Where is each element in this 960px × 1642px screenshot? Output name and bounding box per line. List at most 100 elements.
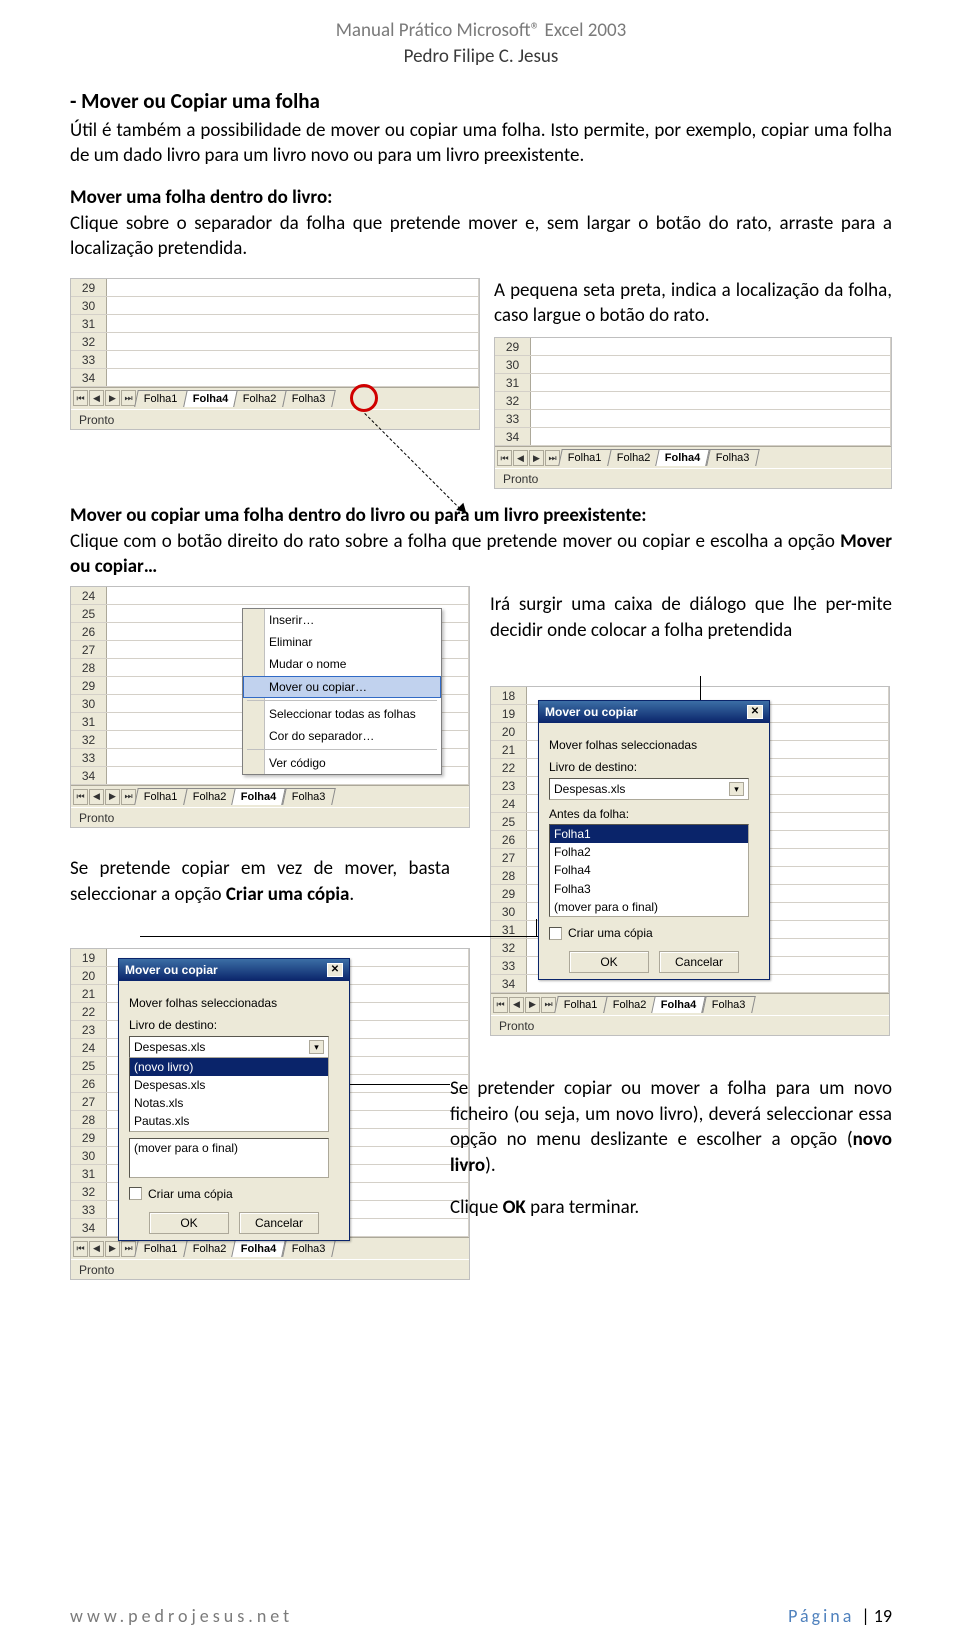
cancel-button[interactable]: Cancelar (239, 1212, 319, 1234)
row-header[interactable]: 20 (71, 967, 107, 984)
menu-item[interactable]: Mudar o nome (243, 653, 441, 675)
cell[interactable] (531, 374, 891, 391)
row-header[interactable]: 23 (491, 777, 527, 794)
cell[interactable] (531, 392, 891, 409)
sheet-nav-prev-icon[interactable]: ◀ (509, 997, 524, 1013)
sheet-tab[interactable]: Folha2 (233, 390, 286, 407)
menu-item[interactable]: Inserir… (243, 609, 441, 631)
sheet-tab[interactable]: Folha1 (134, 390, 187, 407)
sheet-nav-first-icon[interactable]: ⏮ (73, 789, 88, 805)
cancel-button[interactable]: Cancelar (659, 951, 739, 973)
dest-dropdown-list[interactable]: (novo livro)Despesas.xlsNotas.xlsPautas.… (129, 1058, 329, 1132)
row-header[interactable]: 31 (71, 1165, 107, 1182)
sheet-nav-next-icon[interactable]: ▶ (525, 997, 540, 1013)
row-header[interactable]: 30 (491, 903, 527, 920)
cell[interactable] (107, 315, 479, 332)
row-header[interactable]: 27 (71, 1093, 107, 1110)
row-header[interactable]: 25 (71, 1057, 107, 1074)
sheet-list[interactable]: (mover para o final) (129, 1138, 329, 1178)
row-header[interactable]: 30 (71, 695, 107, 712)
row-header[interactable]: 32 (495, 392, 531, 409)
create-copy-checkbox[interactable] (549, 927, 562, 940)
menu-item[interactable]: Cor do separador… (243, 725, 441, 747)
sheet-nav-next-icon[interactable]: ▶ (105, 789, 120, 805)
row-header[interactable]: 24 (71, 587, 107, 604)
row-header[interactable]: 30 (71, 1147, 107, 1164)
chevron-down-icon[interactable]: ▾ (309, 1040, 324, 1054)
sheet-tab[interactable]: Folha4 (183, 390, 238, 407)
sheet-tab[interactable]: Folha2 (603, 996, 656, 1013)
row-header[interactable]: 19 (71, 949, 107, 966)
row-header[interactable]: 32 (71, 333, 107, 350)
menu-item[interactable]: Seleccionar todas as folhas (243, 703, 441, 725)
sheet-tab[interactable]: Folha4 (651, 996, 706, 1013)
row-header[interactable]: 34 (71, 369, 107, 386)
sheet-nav-prev-icon[interactable]: ◀ (89, 789, 104, 805)
cell[interactable] (107, 369, 479, 386)
dropdown-option[interactable]: (novo livro) (130, 1058, 328, 1076)
close-icon[interactable]: ✕ (747, 705, 763, 719)
dropdown-option[interactable]: Pautas.xls (130, 1112, 328, 1130)
row-header[interactable]: 20 (491, 723, 527, 740)
row-header[interactable]: 28 (71, 659, 107, 676)
sheet-tab[interactable]: Folha3 (282, 390, 335, 407)
list-item[interactable]: (mover para o final) (550, 898, 748, 916)
list-item[interactable]: Folha4 (550, 861, 748, 879)
cell[interactable] (107, 351, 479, 368)
row-header[interactable]: 33 (495, 410, 531, 427)
cell[interactable] (531, 428, 891, 445)
dest-dropdown[interactable]: Despesas.xls ▾ (549, 778, 749, 800)
cell[interactable] (531, 356, 891, 373)
row-header[interactable]: 27 (491, 849, 527, 866)
row-header[interactable]: 28 (491, 867, 527, 884)
row-header[interactable]: 25 (71, 605, 107, 622)
create-copy-checkbox[interactable] (129, 1187, 142, 1200)
sheet-tab[interactable]: Folha2 (607, 449, 660, 466)
sheet-tab[interactable]: Folha1 (554, 996, 607, 1013)
list-item[interactable]: Folha2 (550, 843, 748, 861)
row-header[interactable]: 31 (71, 713, 107, 730)
sheet-tab[interactable]: Folha1 (134, 788, 187, 805)
menu-item[interactable]: Mover ou copiar… (243, 676, 441, 698)
row-header[interactable]: 29 (71, 1129, 107, 1146)
row-header[interactable]: 33 (491, 957, 527, 974)
row-header[interactable]: 28 (71, 1111, 107, 1128)
row-header[interactable]: 32 (491, 939, 527, 956)
sheet-tab[interactable]: Folha3 (702, 996, 755, 1013)
sheet-nav-prev-icon[interactable]: ◀ (89, 1241, 104, 1257)
close-icon[interactable]: ✕ (327, 963, 343, 977)
menu-item[interactable]: Eliminar (243, 631, 441, 653)
row-header[interactable]: 29 (71, 279, 107, 296)
sheet-tab[interactable]: Folha1 (134, 1240, 187, 1257)
sheet-tab[interactable]: Folha3 (282, 1240, 335, 1257)
ok-button[interactable]: OK (569, 951, 649, 973)
row-header[interactable]: 23 (71, 1021, 107, 1038)
row-header[interactable]: 24 (491, 795, 527, 812)
chevron-down-icon[interactable]: ▾ (729, 782, 744, 796)
dropdown-option[interactable]: Despesas.xls (130, 1076, 328, 1094)
row-header[interactable]: 18 (491, 687, 527, 704)
row-header[interactable]: 25 (491, 813, 527, 830)
row-header[interactable]: 26 (71, 623, 107, 640)
sheet-tab[interactable]: Folha3 (706, 449, 759, 466)
row-header[interactable]: 34 (495, 428, 531, 445)
sheet-nav-first-icon[interactable]: ⏮ (493, 997, 508, 1013)
row-header[interactable]: 31 (71, 315, 107, 332)
sheet-tab[interactable]: Folha4 (231, 788, 286, 805)
sheet-nav-prev-icon[interactable]: ◀ (513, 450, 528, 466)
row-header[interactable]: 21 (71, 985, 107, 1002)
row-header[interactable]: 22 (71, 1003, 107, 1020)
row-header[interactable]: 29 (495, 338, 531, 355)
row-header[interactable]: 29 (491, 885, 527, 902)
sheet-nav-first-icon[interactable]: ⏮ (73, 1241, 88, 1257)
row-header[interactable]: 32 (71, 1183, 107, 1200)
sheet-tab[interactable]: Folha3 (282, 788, 335, 805)
cell[interactable] (107, 279, 479, 296)
cell[interactable] (107, 587, 469, 604)
sheet-nav-next-icon[interactable]: ▶ (529, 450, 544, 466)
row-header[interactable]: 33 (71, 1201, 107, 1218)
row-header[interactable]: 33 (71, 351, 107, 368)
row-header[interactable]: 30 (495, 356, 531, 373)
row-header[interactable]: 19 (491, 705, 527, 722)
sheet-nav-first-icon[interactable]: ⏮ (497, 450, 512, 466)
